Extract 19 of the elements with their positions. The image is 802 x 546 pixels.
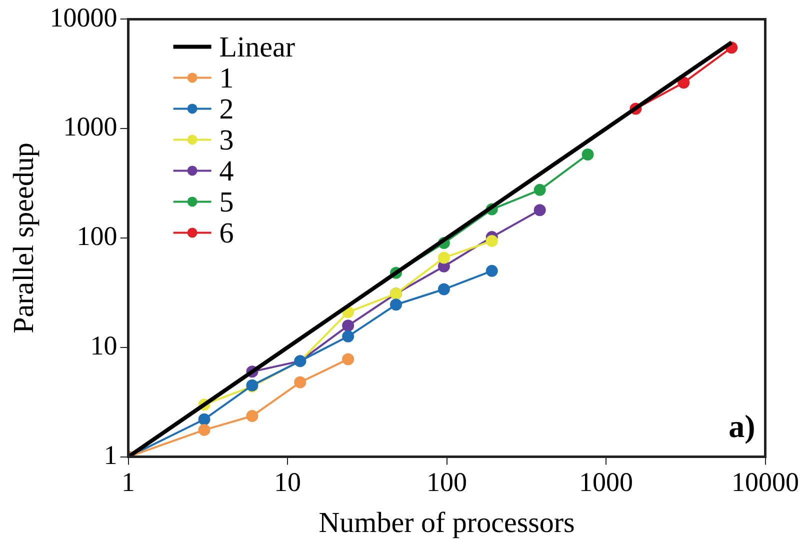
x-tick-label: 100	[426, 467, 468, 498]
x-axis-title: Number of processors	[318, 507, 575, 540]
legend-label: 5	[219, 186, 234, 218]
y-tick-label: 10000	[50, 2, 118, 32]
x-tick-label: 10	[274, 467, 302, 498]
y-tick-label: 1	[104, 440, 118, 470]
legend-label: Linear	[219, 31, 296, 64]
y-tick-label: 100	[76, 221, 118, 252]
legend-label: 2	[219, 93, 234, 126]
x-tick-label: 1000	[579, 467, 634, 498]
y-tick-label: 10	[90, 330, 118, 360]
annotation: a)	[728, 408, 756, 444]
y-tick-label: 1000	[63, 112, 118, 142]
legend-label: 3	[219, 124, 234, 156]
legend-label: 4	[219, 155, 234, 188]
y-axis-title: Parallel speedup	[8, 142, 40, 334]
legend-label: 1	[219, 62, 234, 94]
x-tick-label: 10000	[732, 467, 799, 498]
legend-label: 6	[219, 217, 234, 250]
